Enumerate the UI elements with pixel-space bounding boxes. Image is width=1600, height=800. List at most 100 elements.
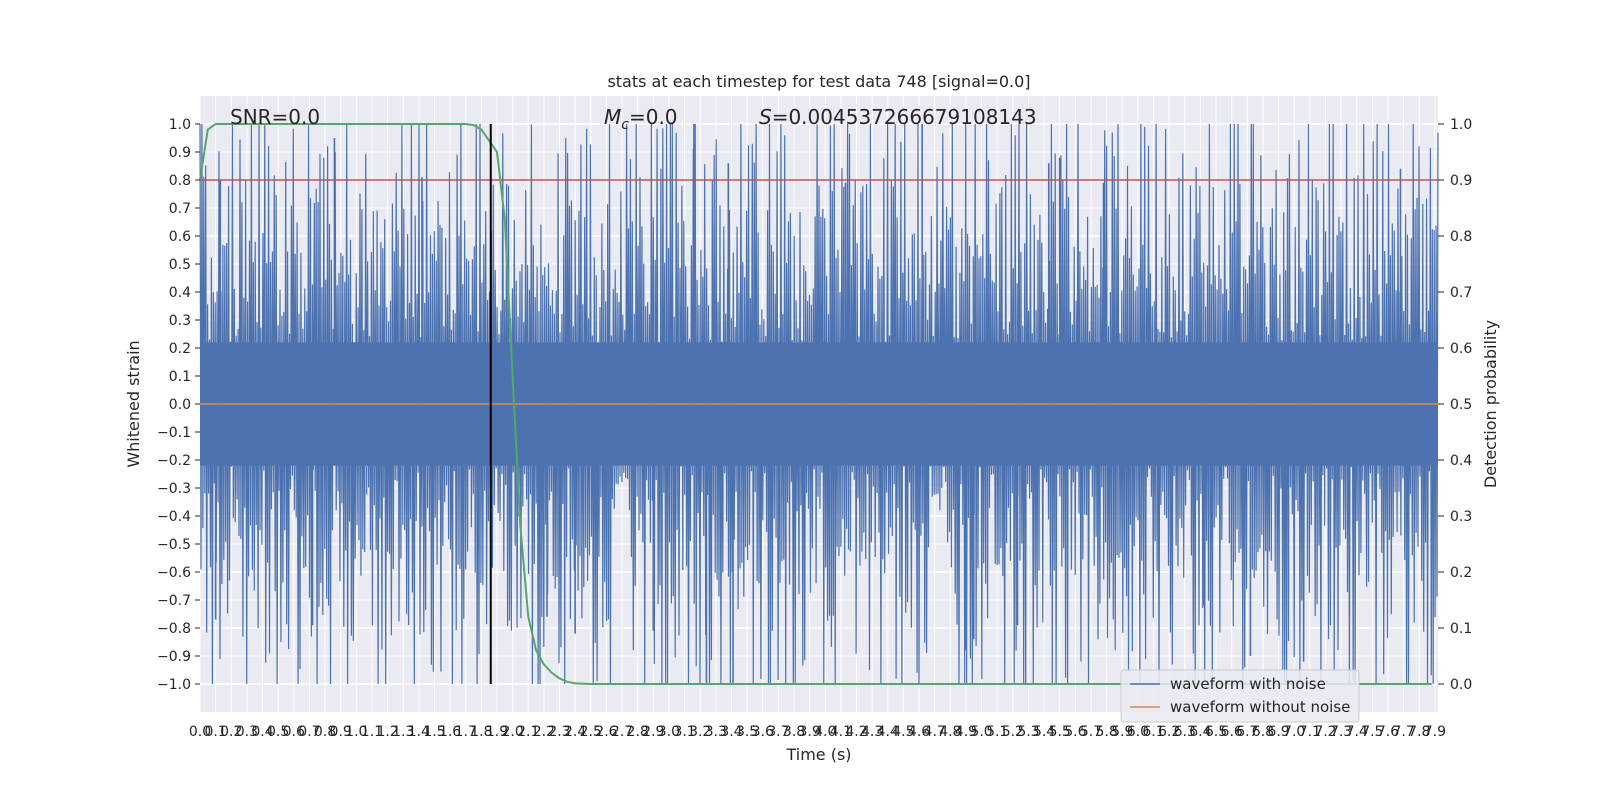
legend-label-waveform-with-noise: waveform with noise: [1170, 675, 1326, 693]
y-axis-label: Whitened strain: [124, 340, 143, 467]
y-tick-label: 0.5: [169, 257, 191, 273]
y-tick-label: 1.0: [169, 117, 191, 133]
x-tick-label: 0.5: [267, 724, 289, 740]
y-tick-label: −0.6: [157, 565, 191, 581]
y-tick-label: 0.1: [169, 369, 191, 385]
y-tick-label: 0.8: [169, 173, 191, 189]
x-tick-label: 0.3: [236, 724, 258, 740]
x-tick-label: 6.2: [1158, 724, 1180, 740]
x-tick-label: 1.2: [376, 724, 398, 740]
overlay-layer: [199, 123, 1438, 685]
x-tick-label: 0.7: [298, 724, 320, 740]
x-tick-label: 2.3: [548, 724, 570, 740]
x-tick-label: 1.3: [392, 724, 414, 740]
y-tick-label: −0.4: [157, 509, 191, 525]
x-tick-label: 5.4: [1033, 724, 1055, 740]
x-tick-label: 0.4: [251, 724, 273, 740]
y-tick-label: −1.0: [157, 677, 191, 693]
x-tick-label: 7.7: [1392, 724, 1414, 740]
x-tick-label: 5.0: [970, 724, 992, 740]
x-tick-label: 4.1: [830, 724, 852, 740]
y2-tick-label: 0.2: [1450, 565, 1472, 581]
x-tick-label: 2.8: [627, 724, 649, 740]
x-tick-label: 7.8: [1408, 724, 1430, 740]
y2-tick-label: 0.7: [1450, 285, 1472, 301]
x-tick-label: 5.6: [1064, 724, 1086, 740]
x-tick-label: 2.7: [611, 724, 633, 740]
legend-box: [1120, 669, 1360, 723]
x-tick-label: 3.1: [673, 724, 695, 740]
detection-probability-line: [199, 123, 1432, 685]
x-tick-label: 4.5: [892, 724, 914, 740]
x-tick-label: 1.7: [455, 724, 477, 740]
x-tick-label: 6.4: [1189, 724, 1211, 740]
x-tick-label: 5.2: [1002, 724, 1024, 740]
axis-layer: 0.00.10.20.30.40.50.60.70.80.91.01.11.21…: [157, 117, 1472, 740]
mc-annotation: Mc=0.0: [604, 105, 678, 133]
x-tick-label: 1.1: [361, 724, 383, 740]
x-tick-label: 1.4: [408, 724, 430, 740]
x-tick-label: 3.3: [705, 724, 727, 740]
x-tick-label: 6.5: [1205, 724, 1227, 740]
y-tick-label: −0.3: [157, 481, 191, 497]
y2-axis-label: Detection probability: [1481, 320, 1500, 488]
x-tick-label: 3.7: [767, 724, 789, 740]
y-tick-label: −0.2: [157, 453, 191, 469]
x-axis-label: Time (s): [785, 745, 851, 764]
x-tick-label: 6.9: [1267, 724, 1289, 740]
x-tick-label: 3.0: [658, 724, 680, 740]
x-tick-label: 3.8: [783, 724, 805, 740]
y-tick-label: −0.1: [157, 425, 191, 441]
legend: waveform with noise waveform without noi…: [1120, 669, 1360, 723]
y-tick-label: 0.3: [169, 313, 191, 329]
x-tick-label: 5.7: [1080, 724, 1102, 740]
x-tick-label: 4.9: [955, 724, 977, 740]
y2-tick-label: 0.3: [1450, 509, 1472, 525]
y2-tick-label: 0.0: [1450, 677, 1472, 693]
x-tick-label: 6.3: [1174, 724, 1196, 740]
x-tick-label: 7.0: [1283, 724, 1305, 740]
y2-tick-label: 1.0: [1450, 117, 1472, 133]
x-tick-label: 3.2: [689, 724, 711, 740]
x-tick-label: 6.0: [1127, 724, 1149, 740]
y2-tick-label: 0.4: [1450, 453, 1472, 469]
y-tick-label: 0.0: [169, 397, 191, 413]
x-tick-label: 0.9: [330, 724, 352, 740]
y2-tick-label: 0.5: [1450, 397, 1472, 413]
x-tick-label: 4.6: [908, 724, 930, 740]
y-tick-label: −0.5: [157, 537, 191, 553]
x-tick-label: 6.6: [1221, 724, 1243, 740]
x-tick-label: 7.9: [1424, 724, 1446, 740]
x-tick-label: 7.4: [1346, 724, 1368, 740]
x-tick-label: 6.8: [1252, 724, 1274, 740]
snr-annotation: SNR=0.0: [230, 105, 320, 129]
x-tick-label: 2.5: [580, 724, 602, 740]
x-tick-label: 7.5: [1361, 724, 1383, 740]
x-tick-label: 1.0: [345, 724, 367, 740]
x-tick-label: 3.5: [736, 724, 758, 740]
x-tick-label: 0.1: [204, 724, 226, 740]
y-tick-label: 0.2: [169, 341, 191, 357]
x-tick-label: 2.0: [501, 724, 523, 740]
x-tick-label: 1.6: [439, 724, 461, 740]
x-tick-label: 7.1: [1299, 724, 1321, 740]
x-tick-label: 6.7: [1236, 724, 1258, 740]
x-tick-label: 5.5: [1049, 724, 1071, 740]
x-tick-label: 5.9: [1111, 724, 1133, 740]
x-tick-label: 2.9: [642, 724, 664, 740]
x-tick-label: 4.7: [924, 724, 946, 740]
x-tick-label: 1.9: [486, 724, 508, 740]
y-tick-label: 0.7: [169, 201, 191, 217]
x-tick-label: 0.0: [189, 724, 211, 740]
x-tick-label: 5.8: [1095, 724, 1117, 740]
x-tick-label: 1.5: [423, 724, 445, 740]
y2-tick-label: 0.1: [1450, 621, 1472, 637]
x-tick-label: 5.3: [1017, 724, 1039, 740]
x-tick-label: 3.6: [752, 724, 774, 740]
x-tick-label: 3.4: [720, 724, 742, 740]
x-tick-label: 7.2: [1314, 724, 1336, 740]
x-tick-label: 2.1: [517, 724, 539, 740]
x-tick-label: 4.0: [814, 724, 836, 740]
y-tick-label: 0.9: [169, 145, 191, 161]
